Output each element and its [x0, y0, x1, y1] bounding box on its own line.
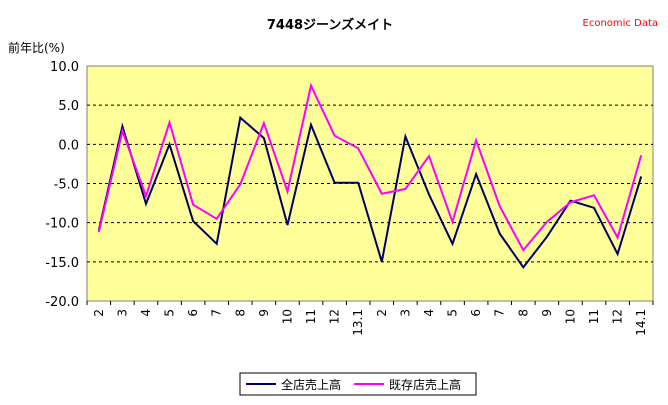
source-label: Economic Data [583, 18, 658, 29]
x-tick-label: 10 [280, 309, 294, 324]
x-tick-label: 3 [398, 309, 412, 317]
x-tick-label: 10 [563, 309, 577, 324]
x-tick-label: 3 [115, 309, 129, 317]
x-tick-label: 9 [540, 309, 554, 317]
x-tick-label: 5 [446, 309, 460, 317]
y-tick-label: -10.0 [45, 217, 79, 232]
y-tick-label: -15.0 [45, 256, 79, 271]
x-tick-label: 4 [139, 309, 153, 317]
x-tick-label: 9 [257, 309, 271, 317]
x-tick-label: 14.1 [634, 309, 648, 336]
x-tick-label: 7 [210, 309, 224, 317]
x-tick-label: 2 [92, 309, 106, 317]
y-tick-label: -5.0 [54, 178, 79, 193]
chart-title: 7448ジーンズメイト [267, 17, 393, 33]
y-tick-label: -20.0 [45, 295, 79, 310]
x-tick-label: 11 [304, 309, 318, 324]
x-tick-label: 13.1 [351, 309, 365, 336]
y-tick-label: 5.0 [58, 99, 79, 114]
x-tick-label: 6 [186, 309, 200, 317]
x-tick-label: 2 [375, 309, 389, 317]
x-tick-labels: 2 3 4 5 6 7 8 9 10 11 12 13.1 2 3 4 5 6 7 8 9 10 11 12 14.1 [87, 301, 653, 336]
x-tick-label: 5 [163, 309, 177, 317]
x-tick-label: 6 [469, 309, 483, 317]
x-tick-label: 7 [493, 309, 507, 317]
y-tick-label: 10.0 [50, 60, 79, 75]
y-tick-labels: 10.0 5.0 0.0 -5.0 -10.0 -15.0 -20.0 [45, 60, 79, 310]
x-tick-label: 12 [611, 309, 625, 324]
x-tick-label: 8 [233, 309, 247, 317]
x-tick-label: 11 [587, 309, 601, 324]
legend-label-all-stores: 全店売上高 [281, 377, 341, 392]
y-axis-label: 前年比(%) [8, 40, 65, 55]
y-tick-label: 0.0 [58, 138, 79, 153]
x-tick-label: 4 [422, 309, 436, 317]
legend-label-existing-stores: 既存店売上高 [389, 377, 461, 392]
x-tick-label: 12 [328, 309, 342, 324]
x-tick-label: 8 [516, 309, 530, 317]
